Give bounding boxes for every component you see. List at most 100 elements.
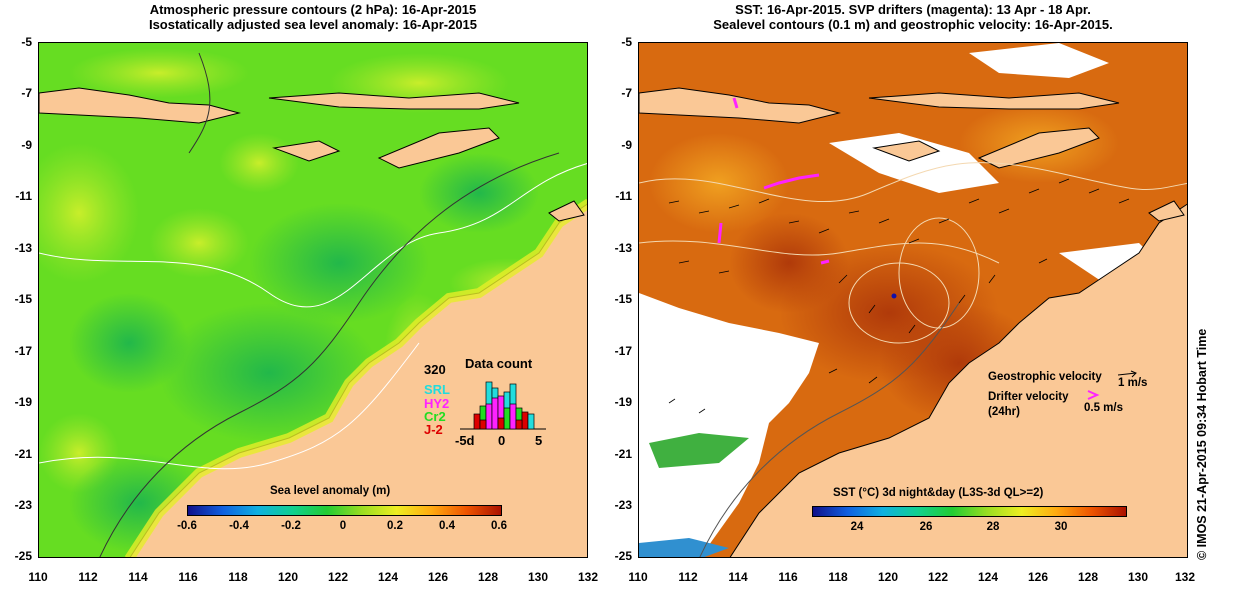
left-xlab: 112 (78, 570, 98, 584)
sla-cb-tick: -0.2 (281, 520, 301, 532)
left-ylab: -25 (14, 549, 32, 563)
right-ylab: -21 (614, 447, 632, 461)
right-ylab: -7 (621, 86, 632, 100)
java-island (39, 87, 241, 124)
right-ylab: -11 (615, 189, 632, 203)
data-count-max: 320 (424, 362, 446, 377)
data-count-histogram (460, 381, 546, 430)
right-ylab: -25 (614, 549, 632, 563)
right-xlab: 116 (778, 570, 798, 584)
left-ylab: -19 (14, 395, 32, 409)
left-ylab: -23 (14, 498, 32, 512)
right-ylab: -13 (614, 241, 632, 255)
left-ylab: -9 (21, 138, 32, 152)
right-xlab: 110 (628, 570, 648, 584)
right-xlab: 124 (977, 570, 999, 584)
right-ylab: -23 (614, 498, 632, 512)
right-xlab: 112 (678, 570, 698, 584)
drifter-track (763, 173, 820, 190)
left-xlab: 120 (277, 570, 299, 584)
sst-map (638, 42, 1188, 558)
cloud-gap (639, 293, 819, 557)
drifter-track (717, 222, 723, 244)
sst-cb-tick: 28 (986, 521, 1000, 533)
sat-label-j2: J-2 (424, 422, 443, 437)
right-xlab: 114 (728, 570, 748, 584)
sat-label-srl: SRL (424, 382, 450, 397)
right-ylab: -5 (621, 35, 632, 49)
right-xlab: 120 (877, 570, 899, 584)
left-title-line2: Isostatically adjusted sea level anomaly… (148, 17, 478, 32)
right-title-line2: Sealevel contours (0.1 m) and geostrophi… (713, 17, 1113, 32)
right-title-line1: SST: 16-Apr-2015. SVP drifters (magenta)… (735, 2, 1091, 17)
left-xlab: 110 (28, 570, 48, 584)
geostrophic-velocity-arrows (668, 178, 1130, 414)
left-ylab: -21 (14, 447, 32, 461)
sla-cb-tick: -0.6 (177, 520, 197, 532)
geo-velocity-scale: 1 m/s (1118, 377, 1148, 389)
cloud-gap (829, 133, 999, 193)
timor-island (977, 127, 1100, 169)
sla-cb-tick: -0.4 (229, 520, 249, 532)
geo-velocity-arrow (1118, 370, 1137, 378)
sst-cb-tick: 24 (850, 521, 864, 533)
sst-colorbar-title: SST (°C) 3d night&day (L3S-3d QL>=2) (833, 487, 1044, 499)
left-title-line1: Atmospheric pressure contours (2 hPa): 1… (149, 2, 477, 17)
left-xlab: 122 (327, 570, 349, 584)
sat-label-cr2: Cr2 (424, 409, 446, 424)
left-xlab: 128 (477, 570, 499, 584)
left-xlab: 116 (178, 570, 198, 584)
right-ylab: -15 (614, 292, 632, 306)
left-ylab: -15 (14, 292, 32, 306)
lesser-sunda-islands (268, 92, 520, 110)
drifter-velocity-label: Drifter velocity (988, 391, 1069, 403)
cloud-gap (969, 43, 1109, 78)
right-xlab: 126 (1027, 570, 1049, 584)
left-ylab: -7 (21, 86, 32, 100)
sat-label-hy2: HY2 (424, 396, 450, 411)
left-xlab: 124 (377, 570, 399, 584)
sla-cb-tick: 0.6 (491, 520, 507, 532)
data-count-title: Data count (465, 356, 533, 371)
left-xlab: 118 (228, 570, 248, 584)
drifter-track (820, 259, 830, 265)
lesser-sunda-islands (868, 92, 1120, 110)
drifter-velocity-arrow (1087, 390, 1100, 400)
sst-cb-tick: 26 (919, 521, 933, 533)
right-ylab: -19 (614, 395, 632, 409)
dc-xtick: 0 (498, 433, 506, 448)
sumba-island (872, 140, 941, 162)
left-xlab: 132 (577, 570, 599, 584)
left-xlab: 126 (427, 570, 449, 584)
right-xlab: 132 (1174, 570, 1196, 584)
timor-island (377, 127, 500, 169)
imos-credit: © IMOS 21-Apr-2015 09:34 Hobart Time (1195, 328, 1209, 560)
geo-velocity-label: Geostrophic velocity (988, 371, 1102, 383)
right-xlab: 118 (828, 570, 848, 584)
sla-cb-tick: 0 (339, 520, 347, 532)
drifter-velocity-scale: 0.5 m/s (1084, 402, 1123, 414)
left-xlab: 130 (527, 570, 549, 584)
sea-level-anomaly-map (38, 42, 588, 558)
left-ylab: -11 (15, 189, 32, 203)
sla-cb-tick: 0.4 (439, 520, 455, 532)
sla-colorbar-title: Sea level anomaly (m) (270, 485, 391, 497)
sst-cb-tick: 30 (1054, 521, 1068, 533)
sumba-island (272, 140, 341, 162)
right-ylab: -17 (614, 344, 632, 358)
drifter-velocity-sub: (24hr) (988, 406, 1020, 418)
java-island (639, 87, 841, 124)
left-ylab: -17 (14, 344, 32, 358)
sla-colorbar (187, 505, 502, 516)
dc-xtick: -5d (455, 433, 475, 448)
left-xlab: 114 (128, 570, 148, 584)
right-xlab: 128 (1077, 570, 1099, 584)
dc-xtick: 5 (535, 433, 543, 448)
left-ylab: -13 (14, 241, 32, 255)
drifter-track (732, 97, 739, 109)
left-ylab: -5 (21, 35, 32, 49)
right-xlab: 122 (927, 570, 949, 584)
right-ylab: -9 (621, 138, 632, 152)
right-xlab: 130 (1127, 570, 1149, 584)
sst-colorbar (812, 506, 1127, 517)
